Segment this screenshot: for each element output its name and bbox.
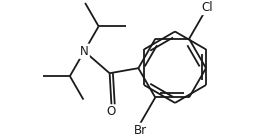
Text: N: N (80, 45, 89, 58)
Text: Br: Br (133, 124, 146, 137)
Text: Cl: Cl (201, 1, 213, 14)
Text: O: O (107, 105, 116, 118)
